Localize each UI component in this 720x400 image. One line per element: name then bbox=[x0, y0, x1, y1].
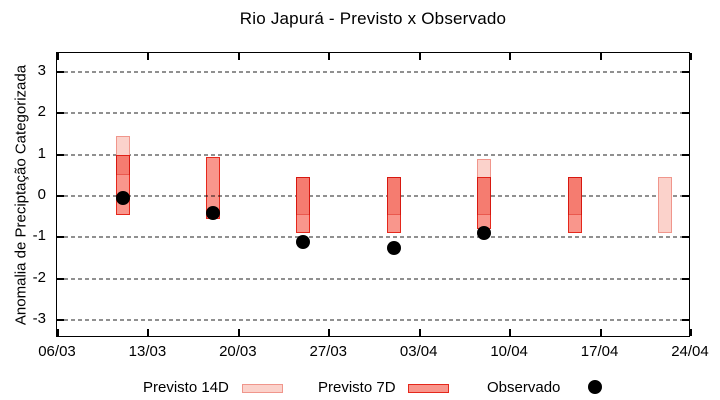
y-tick-left bbox=[57, 153, 64, 156]
y-tick-right bbox=[682, 153, 689, 156]
observed-dot bbox=[296, 234, 311, 249]
observed-dot bbox=[206, 205, 221, 220]
y-tick-right bbox=[682, 112, 689, 115]
plot-area bbox=[56, 52, 692, 337]
gridline bbox=[57, 319, 689, 322]
y-tick-label: -1 bbox=[32, 227, 46, 245]
x-tick-label: 10/04 bbox=[490, 343, 528, 360]
x-tick-bottom bbox=[147, 329, 150, 336]
gridline bbox=[57, 236, 689, 239]
gridline bbox=[57, 70, 689, 73]
y-tick-label: 3 bbox=[37, 61, 46, 79]
legend-label-previsto-14d: Previsto 14D bbox=[143, 379, 229, 396]
gridline bbox=[57, 277, 689, 280]
x-tick-label: 20/03 bbox=[219, 343, 257, 360]
observed-dot bbox=[477, 226, 492, 241]
x-tick-bottom bbox=[418, 329, 421, 336]
x-tick-bottom bbox=[509, 329, 512, 336]
x-tick-bottom bbox=[689, 329, 692, 336]
x-tick-top bbox=[57, 53, 59, 60]
y-tick-right bbox=[682, 236, 689, 239]
x-tick-label: 24/04 bbox=[671, 343, 709, 360]
previsto-7d-bar bbox=[115, 154, 130, 215]
legend-label-previsto-7d: Previsto 7D bbox=[318, 379, 396, 396]
legend-label-observado: Observado bbox=[487, 379, 561, 396]
chart-title: Rio Japurá - Previsto x Observado bbox=[239, 9, 507, 28]
y-tick-right bbox=[682, 277, 689, 280]
x-tick-bottom bbox=[237, 329, 240, 336]
y-tick-left bbox=[57, 112, 64, 115]
x-tick-label: 17/04 bbox=[580, 343, 619, 360]
y-tick-left bbox=[57, 277, 64, 280]
observed-dot bbox=[115, 191, 130, 206]
x-tick-top bbox=[599, 53, 602, 60]
legend-swatch-previsto-7d bbox=[408, 384, 449, 393]
x-tick-top bbox=[237, 53, 240, 60]
observed-dot bbox=[386, 240, 401, 255]
y-tick-label: 0 bbox=[37, 186, 46, 203]
y-tick-left bbox=[57, 236, 64, 239]
previsto-7d-bar bbox=[477, 177, 492, 230]
x-tick-bottom bbox=[599, 329, 602, 336]
gridline bbox=[57, 112, 689, 115]
previsto-14d-bar bbox=[658, 177, 673, 234]
y-tick-left bbox=[57, 70, 64, 73]
x-tick-top bbox=[509, 53, 512, 60]
legend-swatch-previsto-14d bbox=[242, 384, 283, 393]
x-tick-top bbox=[147, 53, 150, 60]
x-tick-label: 03/04 bbox=[399, 343, 438, 360]
y-tick-right bbox=[682, 70, 689, 73]
previsto-7d-bar bbox=[386, 177, 401, 234]
y-tick-label: -2 bbox=[32, 268, 46, 286]
gridline bbox=[57, 153, 689, 156]
x-tick-label: 27/03 bbox=[309, 343, 348, 360]
x-tick-top bbox=[689, 53, 692, 60]
y-tick-right bbox=[682, 195, 689, 197]
previsto-7d-bar bbox=[567, 177, 582, 234]
x-tick-bottom bbox=[328, 329, 331, 336]
y-tick-left bbox=[57, 195, 64, 197]
y-tick-label: 1 bbox=[37, 144, 46, 162]
x-tick-top bbox=[328, 53, 331, 60]
y-tick-label: 2 bbox=[37, 103, 46, 121]
y-tick-left bbox=[57, 319, 64, 322]
x-tick-top bbox=[418, 53, 421, 60]
previsto-7d-bar bbox=[296, 177, 311, 234]
x-tick-label: 13/03 bbox=[128, 343, 167, 360]
x-tick-label: 06/03 bbox=[38, 343, 76, 360]
gridline bbox=[57, 195, 689, 197]
x-tick-bottom bbox=[57, 329, 59, 336]
y-tick-right bbox=[682, 319, 689, 322]
legend-dot-observado bbox=[588, 380, 602, 394]
y-tick-label: -3 bbox=[32, 310, 46, 328]
